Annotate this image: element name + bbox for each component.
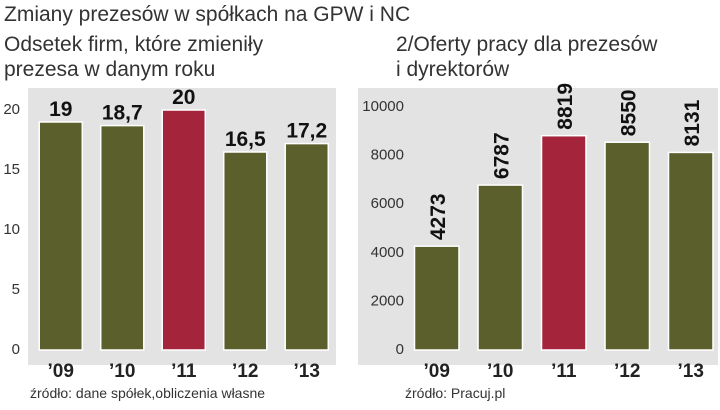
y-tick-label: 10000 bbox=[362, 98, 404, 115]
y-tick-label: 10 bbox=[3, 221, 20, 238]
x-tick-label: ’13 bbox=[678, 361, 704, 382]
value-label: 16,5 bbox=[225, 128, 266, 151]
x-tick-label: ’09 bbox=[424, 361, 450, 382]
value-label: 18,7 bbox=[102, 102, 143, 125]
source-note: źródło: dane spółek,obliczenia własne bbox=[30, 385, 265, 401]
page-title: Zmiany prezesów w spółkach na GPW i NC bbox=[4, 3, 410, 26]
bar bbox=[540, 134, 587, 351]
bar bbox=[477, 184, 524, 351]
x-tick-label: ’12 bbox=[614, 361, 640, 382]
bar bbox=[284, 142, 330, 351]
chart-title: Odsetek firm, które zmieniły bbox=[4, 33, 264, 56]
bar bbox=[604, 141, 651, 351]
y-tick-label: 6000 bbox=[371, 195, 404, 212]
value-label: 8550 bbox=[617, 90, 640, 137]
bar bbox=[99, 124, 145, 351]
value-label: 20 bbox=[172, 86, 195, 109]
value-label: 6787 bbox=[490, 132, 513, 179]
x-tick-label: ’10 bbox=[487, 361, 513, 382]
chart-title: 2/Oferty pracy dla prezesów bbox=[396, 33, 658, 56]
x-tick-label: ’10 bbox=[109, 361, 135, 382]
y-tick-label: 0 bbox=[12, 341, 20, 358]
value-label: 8819 bbox=[554, 83, 577, 130]
x-tick-label: ’11 bbox=[551, 361, 577, 382]
x-tick-label: ’13 bbox=[294, 361, 320, 382]
value-label: 8131 bbox=[681, 99, 704, 146]
x-tick-label: ’11 bbox=[171, 361, 197, 382]
y-tick-label: 2000 bbox=[371, 292, 404, 309]
y-tick-label: 0 bbox=[396, 341, 404, 358]
bar bbox=[222, 151, 268, 351]
bar bbox=[413, 245, 460, 351]
source-note: źródło: Pracuj.pl bbox=[405, 385, 505, 401]
value-label: 4273 bbox=[427, 193, 450, 240]
y-tick-label: 8000 bbox=[371, 147, 404, 164]
chart-subtitle: prezesa w danym roku bbox=[4, 58, 215, 81]
chart-subtitle: i dyrektorów bbox=[396, 58, 510, 81]
value-label: 19 bbox=[49, 98, 72, 121]
x-tick-label: ’09 bbox=[48, 361, 74, 382]
value-label: 17,2 bbox=[286, 120, 327, 143]
bar bbox=[667, 151, 714, 351]
bar bbox=[38, 121, 84, 351]
bar bbox=[161, 109, 207, 351]
y-tick-label: 20 bbox=[3, 101, 20, 118]
y-tick-label: 15 bbox=[3, 161, 20, 178]
panel bbox=[358, 88, 718, 365]
y-tick-label: 4000 bbox=[371, 244, 404, 261]
x-tick-label: ’12 bbox=[232, 361, 258, 382]
y-tick-label: 5 bbox=[12, 281, 20, 298]
